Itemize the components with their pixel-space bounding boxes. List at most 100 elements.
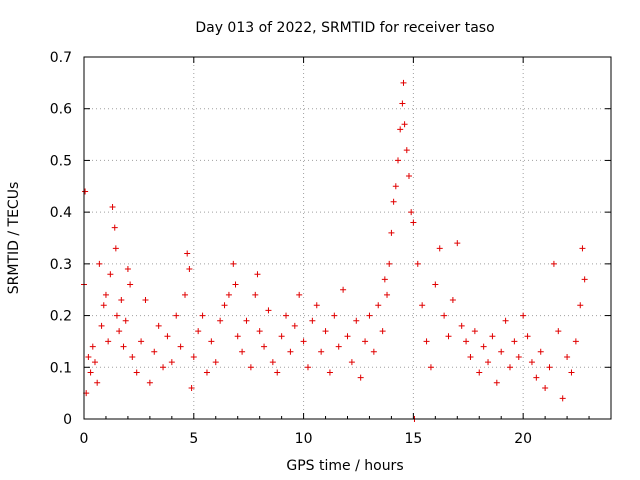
data-point bbox=[568, 369, 575, 376]
data-point bbox=[100, 302, 107, 309]
data-point bbox=[225, 291, 232, 298]
data-point bbox=[366, 312, 373, 319]
data-point bbox=[278, 333, 285, 340]
data-point bbox=[379, 328, 386, 335]
data-point bbox=[269, 359, 276, 366]
data-point bbox=[112, 245, 119, 252]
data-point bbox=[199, 312, 206, 319]
data-point bbox=[182, 291, 189, 298]
data-point bbox=[427, 364, 434, 371]
data-point bbox=[480, 343, 487, 350]
data-point bbox=[564, 353, 571, 360]
data-point bbox=[445, 333, 452, 340]
data-point bbox=[109, 203, 116, 210]
data-point bbox=[520, 312, 527, 319]
data-point bbox=[300, 338, 307, 345]
data-point bbox=[87, 369, 94, 376]
data-point bbox=[188, 384, 195, 391]
data-point bbox=[559, 395, 566, 402]
data-point bbox=[436, 245, 443, 252]
data-point bbox=[506, 364, 513, 371]
data-point bbox=[326, 369, 333, 376]
data-point bbox=[184, 250, 191, 257]
data-point bbox=[511, 338, 518, 345]
data-point bbox=[164, 333, 171, 340]
data-point bbox=[454, 240, 461, 247]
data-point bbox=[348, 359, 355, 366]
data-point bbox=[296, 291, 303, 298]
y-tick-label: 0.7 bbox=[50, 50, 72, 66]
data-point bbox=[395, 157, 402, 164]
data-point bbox=[485, 359, 492, 366]
data-point bbox=[291, 322, 298, 329]
data-point bbox=[138, 338, 145, 345]
data-point bbox=[423, 338, 430, 345]
data-point bbox=[489, 333, 496, 340]
data-point bbox=[309, 317, 316, 324]
data-point bbox=[160, 364, 167, 371]
data-point bbox=[173, 312, 180, 319]
data-point bbox=[287, 348, 294, 355]
data-point bbox=[493, 379, 500, 386]
data-point bbox=[400, 79, 407, 86]
data-point bbox=[127, 281, 134, 288]
data-point bbox=[581, 276, 588, 283]
data-point bbox=[572, 338, 579, 345]
data-points bbox=[81, 79, 588, 422]
data-point bbox=[265, 307, 272, 314]
data-point bbox=[515, 353, 522, 360]
data-point bbox=[476, 369, 483, 376]
grid bbox=[84, 57, 611, 419]
data-point bbox=[230, 260, 237, 267]
data-point bbox=[261, 343, 268, 350]
data-point bbox=[122, 317, 129, 324]
data-point bbox=[186, 266, 193, 273]
data-point bbox=[118, 297, 125, 304]
data-point bbox=[234, 333, 241, 340]
data-point bbox=[304, 364, 311, 371]
data-point bbox=[362, 338, 369, 345]
data-point bbox=[120, 343, 127, 350]
data-point bbox=[533, 374, 540, 381]
data-point bbox=[82, 188, 89, 195]
data-point bbox=[113, 312, 120, 319]
data-point bbox=[111, 224, 118, 231]
data-point bbox=[96, 260, 103, 267]
data-point bbox=[335, 343, 342, 350]
data-point bbox=[168, 359, 175, 366]
data-point bbox=[195, 328, 202, 335]
x-axis-label: GPS time / hours bbox=[286, 458, 403, 474]
data-point bbox=[247, 364, 254, 371]
y-tick-label: 0.6 bbox=[50, 102, 72, 118]
data-point bbox=[208, 338, 215, 345]
data-point bbox=[388, 229, 395, 236]
data-point bbox=[190, 353, 197, 360]
data-point bbox=[401, 121, 408, 128]
data-point bbox=[555, 328, 562, 335]
data-point bbox=[124, 266, 131, 273]
data-point bbox=[89, 343, 96, 350]
data-point bbox=[98, 322, 105, 329]
data-point bbox=[375, 302, 382, 309]
data-point bbox=[256, 328, 263, 335]
data-point bbox=[498, 348, 505, 355]
data-point bbox=[283, 312, 290, 319]
data-point bbox=[221, 302, 228, 309]
data-point bbox=[252, 291, 259, 298]
data-point bbox=[203, 369, 210, 376]
data-point bbox=[405, 172, 412, 179]
data-point bbox=[528, 359, 535, 366]
y-tick-label: 0.3 bbox=[50, 257, 72, 273]
x-tick-label: 10 bbox=[295, 431, 313, 447]
data-point bbox=[94, 379, 101, 386]
data-point bbox=[322, 328, 329, 335]
x-tick-label: 20 bbox=[514, 431, 532, 447]
data-point bbox=[546, 364, 553, 371]
data-point bbox=[340, 286, 347, 293]
data-point bbox=[463, 338, 470, 345]
chart-title: Day 013 of 2022, SRMTID for receiver tas… bbox=[195, 20, 494, 36]
data-point bbox=[542, 384, 549, 391]
axis-ticks: 0 5 10 15 20 0 0.1 0.2 0.3 0.4 0.5 0.6 0.7 bbox=[50, 50, 611, 447]
data-point bbox=[232, 281, 239, 288]
